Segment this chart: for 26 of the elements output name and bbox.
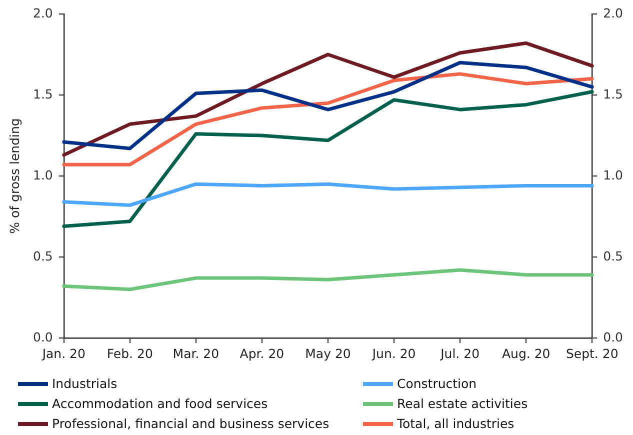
x-tick-label: Jul. 20 xyxy=(440,346,480,361)
x-tick-label: May 20 xyxy=(305,346,351,361)
legend-label: Real estate activities xyxy=(397,396,528,411)
y2-tick-label: 0.5 xyxy=(603,248,624,264)
y2-tick-label: 0.0 xyxy=(603,329,624,344)
legend-label: Accommodation and food services xyxy=(52,396,268,411)
x-tick-label: Sept. 20 xyxy=(566,346,618,361)
x-tick-label: Apr. 20 xyxy=(240,346,284,361)
legend-label: Industrials xyxy=(52,376,118,391)
y-tick-label: 1.0 xyxy=(32,167,53,182)
legend-label: Construction xyxy=(397,376,477,391)
x-tick-label: Aug. 20 xyxy=(502,346,550,361)
x-tick-label: Mar. 20 xyxy=(172,346,220,361)
x-tick-label: Feb. 20 xyxy=(106,346,153,361)
x-tick-label: Jun. 20 xyxy=(371,346,416,361)
y-tick-label: 0.0 xyxy=(32,329,53,344)
x-tick-label: Jan. 20 xyxy=(41,346,86,361)
y-tick-label: 2.0 xyxy=(32,5,53,20)
legend-label: Professional, financial and business services xyxy=(52,416,330,431)
y-tick-label: 0.5 xyxy=(32,248,53,264)
y-axis-title: % of gross lending xyxy=(6,118,22,234)
y2-tick-label: 2.0 xyxy=(603,5,624,20)
y2-tick-label: 1.5 xyxy=(603,86,624,102)
legend-label: Total, all industries xyxy=(397,416,514,431)
y2-tick-label: 1.0 xyxy=(603,167,624,182)
y-tick-label: 1.5 xyxy=(32,86,53,102)
